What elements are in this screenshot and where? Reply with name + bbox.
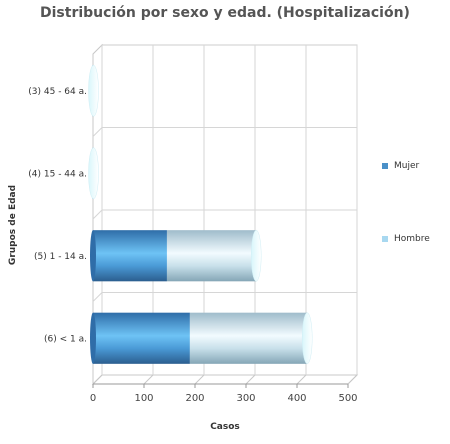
legend-swatch	[382, 235, 388, 242]
x-tick-label: 100	[134, 393, 153, 404]
legend-label: Hombre	[394, 234, 430, 244]
legend: Mujer Hombre	[382, 0, 450, 444]
bar-mujer-3	[93, 230, 167, 282]
legend-item-hombre[interactable]: Hombre	[382, 234, 430, 244]
floor-line	[143, 374, 154, 385]
legend-label: Mujer	[394, 161, 420, 171]
legend-item-mujer[interactable]: Mujer	[382, 161, 419, 171]
bar-cap-end	[88, 147, 99, 200]
plot-floor	[91, 374, 359, 385]
x-tick-label: 300	[236, 393, 255, 404]
x-tick-label: 500	[338, 393, 357, 404]
floor-line	[245, 374, 256, 385]
bar-hombre-3	[166, 230, 257, 282]
floor-line	[194, 374, 205, 385]
y-axis-title: Grupos de Edad	[8, 185, 18, 265]
grid-line-y-side	[92, 127, 103, 137]
floor-line	[347, 374, 358, 385]
labels: 0 100 200 300 400 500 (3) 45 - 64 a. (4) 15 - 4…	[8, 87, 358, 432]
category-label: (5) 1 - 14 a.	[34, 252, 87, 262]
grid-line-y-side	[92, 209, 103, 220]
category-label: (4) 15 - 44 a.	[28, 169, 87, 179]
legend-swatch	[382, 162, 388, 169]
bar-cap-end	[301, 312, 313, 365]
bar-cap-end	[88, 64, 99, 117]
bar-mujer-4	[93, 312, 190, 364]
category-label: (6) < 1 a.	[44, 334, 87, 344]
bars	[88, 64, 313, 365]
axes	[92, 383, 349, 388]
x-tick-label: 0	[90, 393, 96, 404]
floor-line	[296, 374, 307, 385]
grid-line-y-side	[92, 292, 103, 302]
bar-cap-start	[90, 312, 96, 364]
x-tick-label: 200	[185, 393, 204, 404]
chart-title: Distribución por sexo y edad. (Hospitali…	[40, 5, 410, 21]
category-label: (3) 45 - 64 a.	[28, 87, 87, 97]
bar-cap-start	[90, 230, 96, 282]
x-axis-title: Casos	[210, 422, 240, 432]
bar-cap-end	[250, 229, 262, 282]
floor-line	[92, 374, 103, 385]
x-tick-label: 400	[287, 393, 306, 404]
bar-hombre-4	[189, 312, 308, 364]
